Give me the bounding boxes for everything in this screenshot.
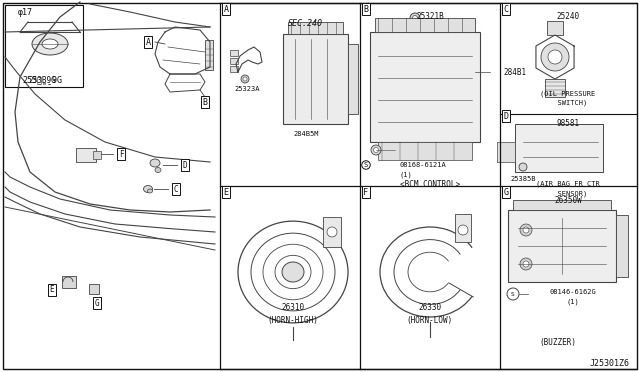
Text: 25385B: 25385B <box>510 176 536 182</box>
Ellipse shape <box>32 33 68 55</box>
Text: F: F <box>118 150 124 158</box>
Text: 25323A: 25323A <box>234 86 260 92</box>
Circle shape <box>243 77 247 81</box>
Circle shape <box>523 261 529 267</box>
Text: J25301Z6: J25301Z6 <box>590 359 630 369</box>
Text: 08146-6162G: 08146-6162G <box>550 289 596 295</box>
Text: D: D <box>182 160 188 170</box>
Text: A: A <box>223 4 228 13</box>
Ellipse shape <box>150 159 160 167</box>
Text: SEC.240: SEC.240 <box>287 19 323 28</box>
Bar <box>62 276 76 288</box>
Bar <box>348 44 358 114</box>
Circle shape <box>410 13 420 23</box>
Bar <box>205 40 213 70</box>
Bar <box>515 124 603 172</box>
Circle shape <box>548 50 562 64</box>
Ellipse shape <box>42 39 58 49</box>
Circle shape <box>519 163 527 171</box>
Bar <box>455 214 471 242</box>
Circle shape <box>507 288 519 300</box>
Text: 253B9G: 253B9G <box>28 76 56 84</box>
Text: G: G <box>95 298 99 308</box>
Text: (HORN-LOW): (HORN-LOW) <box>407 315 453 324</box>
Text: E: E <box>223 187 228 196</box>
Bar <box>545 79 565 97</box>
Text: 253΂̰̱9G: 253΂̰̱9G <box>22 76 62 84</box>
Ellipse shape <box>143 186 152 192</box>
Text: (OIL PRESSURE: (OIL PRESSURE <box>540 91 596 97</box>
Text: B: B <box>364 4 369 13</box>
Text: (1): (1) <box>566 299 579 305</box>
Text: 26350W: 26350W <box>554 196 582 205</box>
Text: S: S <box>511 292 515 296</box>
Bar <box>283 34 348 124</box>
Text: C: C <box>173 185 179 193</box>
Circle shape <box>327 227 337 237</box>
Circle shape <box>520 258 532 270</box>
Bar <box>378 142 472 160</box>
Text: <BCM CONTROL>: <BCM CONTROL> <box>400 180 460 189</box>
Text: D: D <box>504 112 509 121</box>
Text: C: C <box>504 4 509 13</box>
Bar <box>497 142 515 162</box>
Bar <box>547 21 563 35</box>
Text: SENSOR): SENSOR) <box>549 191 587 197</box>
Text: (HORN-HIGH): (HORN-HIGH) <box>268 315 319 324</box>
Text: SWITCH): SWITCH) <box>549 100 587 106</box>
Ellipse shape <box>282 262 304 282</box>
Text: 26330: 26330 <box>419 302 442 311</box>
Text: (1): (1) <box>400 172 413 178</box>
Text: S: S <box>364 162 368 168</box>
Bar <box>375 18 475 32</box>
Text: 98581: 98581 <box>556 119 580 128</box>
Bar <box>89 284 99 294</box>
Text: 284B1: 284B1 <box>504 67 527 77</box>
Bar <box>323 217 341 247</box>
Text: (BUZZER): (BUZZER) <box>540 337 577 346</box>
Text: A: A <box>145 38 150 46</box>
Bar <box>508 210 616 282</box>
Bar <box>93 151 101 159</box>
Bar <box>230 50 238 56</box>
Circle shape <box>541 43 569 71</box>
Text: F: F <box>364 187 369 196</box>
Text: B: B <box>202 97 207 106</box>
Text: G: G <box>504 187 509 196</box>
Text: E: E <box>50 285 54 295</box>
Bar <box>76 148 96 162</box>
Circle shape <box>371 145 381 155</box>
Text: 284B5M: 284B5M <box>293 131 319 137</box>
Bar <box>288 22 343 34</box>
Circle shape <box>520 224 532 236</box>
Text: 26310: 26310 <box>282 302 305 311</box>
Bar <box>370 32 480 142</box>
Ellipse shape <box>147 189 152 193</box>
Bar <box>616 215 628 277</box>
Text: (AIR BAG FR CTR: (AIR BAG FR CTR <box>536 181 600 187</box>
Bar <box>230 58 238 64</box>
Circle shape <box>241 75 249 83</box>
Circle shape <box>523 227 529 233</box>
Text: φ17: φ17 <box>18 7 33 16</box>
Circle shape <box>458 225 468 235</box>
Circle shape <box>374 148 378 153</box>
Text: 25240: 25240 <box>556 12 580 20</box>
Text: 08168-6121A: 08168-6121A <box>400 162 447 168</box>
Bar <box>230 66 238 72</box>
Ellipse shape <box>155 167 161 173</box>
Bar <box>5 5 83 87</box>
Circle shape <box>413 16 417 20</box>
Text: 25321B: 25321B <box>416 12 444 20</box>
Bar <box>513 200 611 210</box>
